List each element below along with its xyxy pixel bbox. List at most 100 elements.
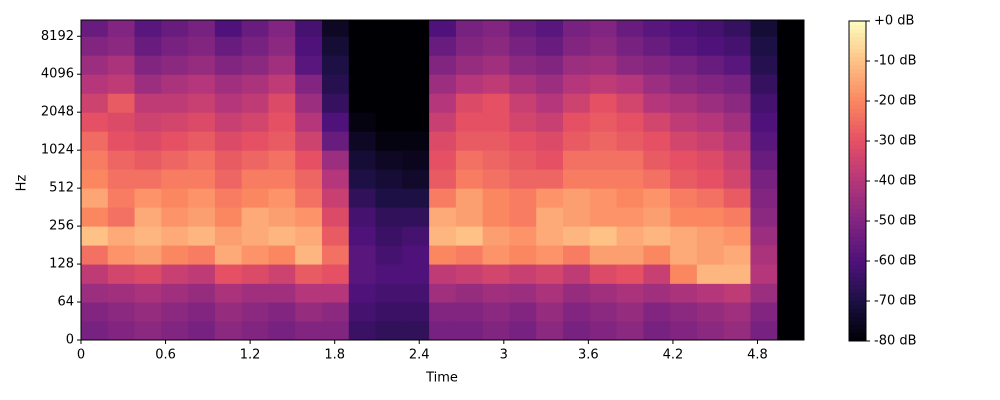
spectrogram-cell [81, 74, 109, 94]
colorbar-swatch [849, 97, 866, 102]
spectrogram-cell [509, 55, 537, 75]
spectrogram-cell [563, 245, 591, 265]
spectrogram-cell [134, 188, 162, 208]
spectrogram-cell [81, 112, 109, 132]
spectrogram-cell [81, 131, 109, 151]
spectrogram-cell [295, 55, 323, 75]
colorbar-swatch [849, 25, 866, 30]
spectrogram-cell [214, 283, 243, 303]
y-tick-label: 512 [49, 181, 74, 196]
spectrogram-cell [429, 55, 457, 75]
spectrogram-cell [268, 321, 296, 341]
spectrogram-cell [348, 93, 377, 113]
spectrogram-cell [188, 245, 216, 265]
spectrogram-cell [375, 74, 403, 94]
spectrogram-cell [107, 74, 136, 94]
spectrogram-cell [723, 169, 751, 189]
spectrogram-cell [134, 283, 162, 303]
spectrogram-cell [295, 283, 323, 303]
spectrogram-cell [214, 207, 243, 227]
spectrogram-cell [161, 264, 189, 284]
spectrogram-cell [482, 264, 510, 284]
spectrogram-cell [375, 36, 403, 56]
spectrogram-cell [134, 93, 162, 113]
spectrogram-cell [750, 188, 778, 208]
spectrogram-cell [295, 131, 323, 151]
spectrogram-cell [536, 55, 564, 75]
spectrogram-cell [375, 226, 403, 246]
spectrogram-cell [348, 283, 377, 303]
spectrogram-cell [750, 36, 778, 56]
spectrogram-cell [536, 36, 564, 56]
spectrogram-cell [696, 112, 725, 132]
spectrogram-cell [134, 131, 162, 151]
colorbar-swatch [849, 333, 866, 338]
spectrogram-cell [161, 302, 189, 322]
spectrogram-cell [536, 20, 564, 37]
colorbar-swatch [849, 137, 866, 142]
spectrogram-cell [536, 302, 564, 322]
spectrogram-cell [295, 20, 323, 37]
colorbar-swatch [849, 157, 866, 162]
spectrogram-cell [161, 226, 189, 246]
spectrogram-cell [161, 131, 189, 151]
colorbar-swatch [849, 181, 866, 186]
spectrogram-cell [563, 93, 591, 113]
spectrogram-cell [536, 93, 564, 113]
spectrogram-cell [455, 169, 484, 189]
spectrogram-cell [563, 226, 591, 246]
spectrogram-cell [455, 283, 484, 303]
spectrogram-cell [107, 264, 136, 284]
spectrogram-cell [509, 283, 537, 303]
spectrogram-cell [402, 169, 430, 189]
spectrogram-cell [348, 20, 377, 37]
spectrogram-cell [188, 264, 216, 284]
y-tick-label: 1024 [41, 143, 74, 158]
spectrogram-cell [188, 169, 216, 189]
colorbar-swatch [849, 269, 866, 274]
spectrogram-cell [670, 150, 698, 170]
spectrogram-cell [670, 112, 698, 132]
colorbar-swatch [849, 189, 866, 194]
spectrogram-cell [81, 55, 109, 75]
spectrogram-cell [482, 207, 510, 227]
spectrogram-cell [107, 36, 136, 56]
spectrogram-cell [536, 131, 564, 151]
spectrogram-cell [375, 131, 403, 151]
spectrogram-cell [563, 321, 591, 341]
spectrogram-cell [214, 264, 243, 284]
spectrogram-cell [589, 131, 618, 151]
spectrogram-cell [214, 55, 243, 75]
spectrogram-cell [81, 226, 109, 246]
spectrogram-cell [723, 245, 751, 265]
spectrogram-cell [536, 226, 564, 246]
spectrogram-cell [616, 55, 644, 75]
spectrogram-cell [134, 20, 162, 37]
spectrogram-cell [295, 226, 323, 246]
colorbar-swatch [849, 93, 866, 98]
colorbar-swatch [849, 113, 866, 118]
spectrogram-cell [295, 74, 323, 94]
spectrogram-cell [429, 226, 457, 246]
spectrogram-cell [402, 150, 430, 170]
spectrogram-cell [777, 112, 805, 132]
spectrogram-cell [375, 264, 403, 284]
colorbar-swatch [849, 285, 866, 290]
spectrogram-cell [188, 207, 216, 227]
spectrogram-cell [134, 36, 162, 56]
spectrogram-cell [429, 131, 457, 151]
spectrogram-cell [241, 264, 269, 284]
spectrogram-cell [777, 131, 805, 151]
colorbar-tick-label: -20 dB [874, 94, 917, 109]
spectrogram-cell [589, 283, 618, 303]
spectrogram-cell [402, 226, 430, 246]
spectrogram-cell [563, 55, 591, 75]
spectrogram-cell [589, 36, 618, 56]
spectrogram-cell [616, 20, 644, 37]
spectrogram-cell [643, 131, 671, 151]
colorbar-swatch [849, 205, 866, 210]
colorbar-tick-label: +0 dB [874, 14, 914, 29]
spectrogram-cell [723, 150, 751, 170]
spectrogram-cell [750, 207, 778, 227]
spectrogram-cell [455, 112, 484, 132]
